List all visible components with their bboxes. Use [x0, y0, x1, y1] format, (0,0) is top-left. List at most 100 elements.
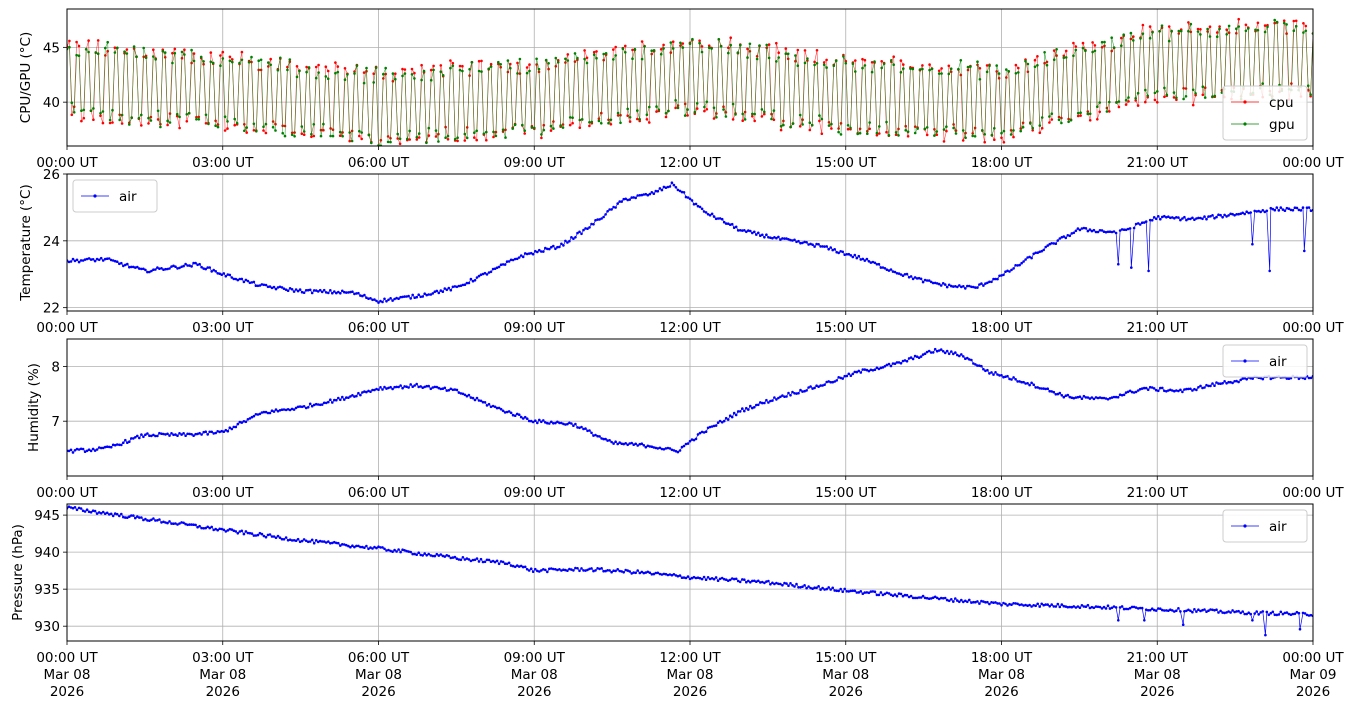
x-tick-label: 09:00 UT	[504, 155, 566, 171]
data-point	[1227, 24, 1231, 28]
data-point	[1093, 49, 1097, 53]
data-point	[379, 299, 382, 303]
data-point	[509, 258, 513, 262]
data-point	[170, 432, 173, 435]
data-point	[371, 388, 374, 392]
data-point	[1100, 396, 1104, 400]
data-point	[779, 238, 782, 241]
data-point	[294, 288, 298, 291]
data-point	[923, 127, 927, 131]
data-point	[444, 125, 447, 129]
data-point	[664, 115, 668, 119]
data-point	[1268, 269, 1271, 273]
data-point	[576, 231, 579, 235]
data-point	[899, 592, 903, 596]
x-tick-label: 06:00 UT	[348, 320, 410, 336]
data-point	[882, 62, 886, 66]
data-point	[972, 600, 975, 604]
data-point	[807, 386, 810, 389]
data-point	[1072, 54, 1075, 58]
data-point	[739, 43, 742, 47]
data-point	[489, 65, 493, 68]
data-point	[578, 569, 581, 573]
data-point	[1213, 384, 1216, 388]
data-point	[1122, 33, 1125, 36]
data-point	[371, 547, 374, 550]
data-point	[745, 230, 748, 234]
data-point	[573, 52, 577, 55]
data-point	[314, 76, 318, 80]
data-point	[147, 122, 150, 125]
data-point	[640, 57, 644, 61]
data-point	[1307, 614, 1311, 617]
data-point	[264, 131, 268, 135]
data-point	[805, 586, 808, 590]
data-point	[419, 385, 423, 388]
data-point	[1169, 608, 1172, 611]
data-point	[894, 131, 898, 134]
data-point	[1158, 30, 1161, 33]
data-point	[73, 506, 77, 509]
data-point	[335, 291, 338, 295]
data-point	[664, 186, 668, 189]
data-point	[70, 113, 74, 117]
data-point	[483, 401, 487, 404]
data-point	[757, 579, 760, 583]
data-point	[262, 410, 266, 414]
data-point	[1054, 605, 1058, 608]
data-point	[773, 396, 776, 399]
data-point	[463, 558, 467, 561]
data-point	[782, 123, 785, 127]
data-point	[642, 444, 646, 447]
data-point	[819, 588, 822, 591]
data-point	[105, 445, 109, 449]
data-point	[306, 288, 310, 292]
data-point	[1124, 103, 1128, 106]
data-point	[353, 395, 356, 398]
data-point	[274, 129, 277, 132]
data-point	[568, 567, 571, 571]
data-point	[485, 404, 489, 407]
data-point	[913, 596, 917, 600]
data-point	[937, 69, 941, 73]
data-point	[507, 260, 511, 263]
data-point	[706, 213, 710, 216]
data-point	[247, 61, 251, 64]
data-point	[610, 570, 613, 574]
data-point	[95, 512, 99, 515]
data-point	[1225, 215, 1228, 218]
data-point	[1134, 390, 1138, 394]
data-point	[455, 557, 459, 560]
data-point	[982, 600, 985, 603]
data-point	[1229, 212, 1232, 216]
data-point	[929, 351, 933, 354]
data-point	[887, 362, 891, 366]
data-point	[753, 112, 756, 116]
data-point	[544, 58, 548, 62]
data-point	[497, 406, 501, 410]
data-point	[1181, 623, 1185, 626]
data-point	[439, 289, 443, 292]
data-point	[103, 445, 107, 449]
data-point	[825, 58, 828, 62]
data-point	[1146, 388, 1150, 392]
data-point	[964, 599, 967, 603]
data-point	[298, 69, 301, 73]
data-point	[1237, 609, 1240, 613]
data-point	[939, 596, 943, 600]
data-point	[817, 585, 820, 588]
data-point	[443, 386, 447, 390]
data-point	[682, 576, 686, 579]
data-point	[81, 509, 85, 513]
data-point	[614, 54, 617, 57]
data-point	[1096, 230, 1100, 234]
data-point	[1205, 383, 1208, 387]
data-point	[925, 596, 929, 600]
data-point	[1199, 33, 1202, 36]
data-point	[1265, 209, 1269, 213]
data-point	[228, 426, 232, 430]
data-point	[670, 573, 674, 577]
data-point	[734, 225, 738, 229]
data-point	[855, 591, 859, 594]
data-point	[1148, 25, 1152, 28]
